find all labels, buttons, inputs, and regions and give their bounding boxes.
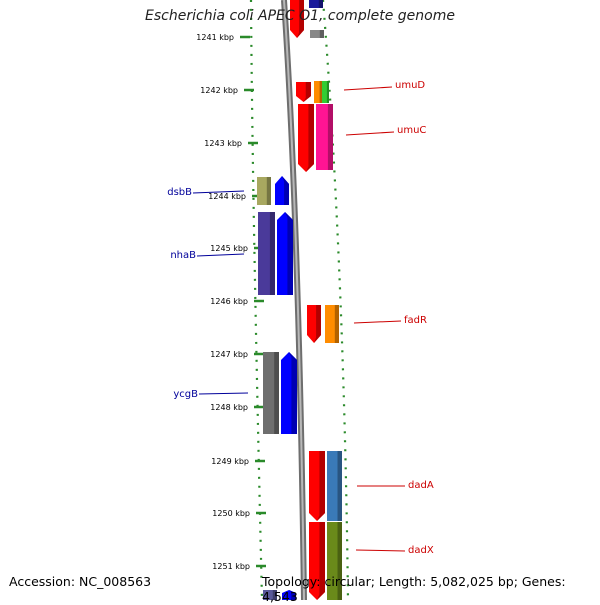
gene-label-ycgB: ycgB [173,389,198,400]
gene-feature [314,81,322,103]
ruler-tick-label: 1249 kbp [211,457,249,466]
gene-label-nhaB: nhaB [170,250,196,261]
gene-arrow-shade [317,451,325,521]
gene-label-umuD: umuD [395,80,425,91]
gene-feature [322,81,329,103]
gene-label-leader [355,549,406,552]
ruler-tick-label: 1250 kbp [212,509,250,518]
gene-feature-shade [337,451,342,521]
gene-feature-shade [326,81,329,103]
gene-arrow-shade [306,104,314,172]
gene-feature-shade [269,212,275,295]
gene-arrow-shade [314,305,321,343]
ruler-tick-label: 1251 kbp [212,562,250,571]
gene-label-umuC: umuC [397,125,426,136]
gene-arrow-shade [317,522,325,600]
gene-arrow-shade [289,352,297,434]
gene-label-fadR: fadR [404,315,427,326]
gene-label-leader [345,131,395,136]
gene-feature-shade [272,590,277,600]
gene-label-dadA: dadA [408,480,434,491]
gene-feature [263,590,277,600]
gene-label-leader [198,392,249,395]
gene-feature-shade [318,0,323,8]
gene-arrow-shade [297,0,304,38]
gene-feature-shade [319,30,324,38]
gene-label-leader [192,190,245,194]
map-title: Escherichia coli APEC O1, complete genom… [145,8,455,24]
gene-feature-shade [334,305,339,343]
ruler-tick-label: 1247 kbp [210,350,248,359]
gene-label-dadX: dadX [408,545,434,556]
gene-feature-shade [327,104,333,170]
gene-arrow-shade [285,212,293,295]
gene-feature-shade [266,177,271,205]
accession-text: Accession: NC_008563 [9,574,152,589]
ruler-tick-label: 1243 kbp [204,139,242,148]
genome-backbone-highlight [283,0,305,601]
ruler-tick-label: 1245 kbp [210,244,248,253]
gene-feature [309,0,323,8]
ruler-tick-label: 1248 kbp [210,403,248,412]
gene-arrow-shade [282,176,289,205]
ruler-tick-label: 1241 kbp [196,33,234,42]
ruler-tick-label: 1246 kbp [210,297,248,306]
gene-label-leader [343,86,393,91]
gene-feature [310,30,324,38]
inner-tick-track [249,0,264,601]
gene-label-leader [196,253,245,257]
gene-feature-shade [319,81,322,103]
gene-feature-shade [274,352,279,434]
gene-arrow-shade [289,590,296,600]
gene-label-dsbB: dsbB [167,187,192,198]
ruler-tick-label: 1242 kbp [200,86,238,95]
gene-feature-shade [337,522,342,600]
gene-label-leader [353,320,402,324]
ruler-tick-label: 1244 kbp [208,192,246,201]
gene-arrow-shade [303,82,311,102]
